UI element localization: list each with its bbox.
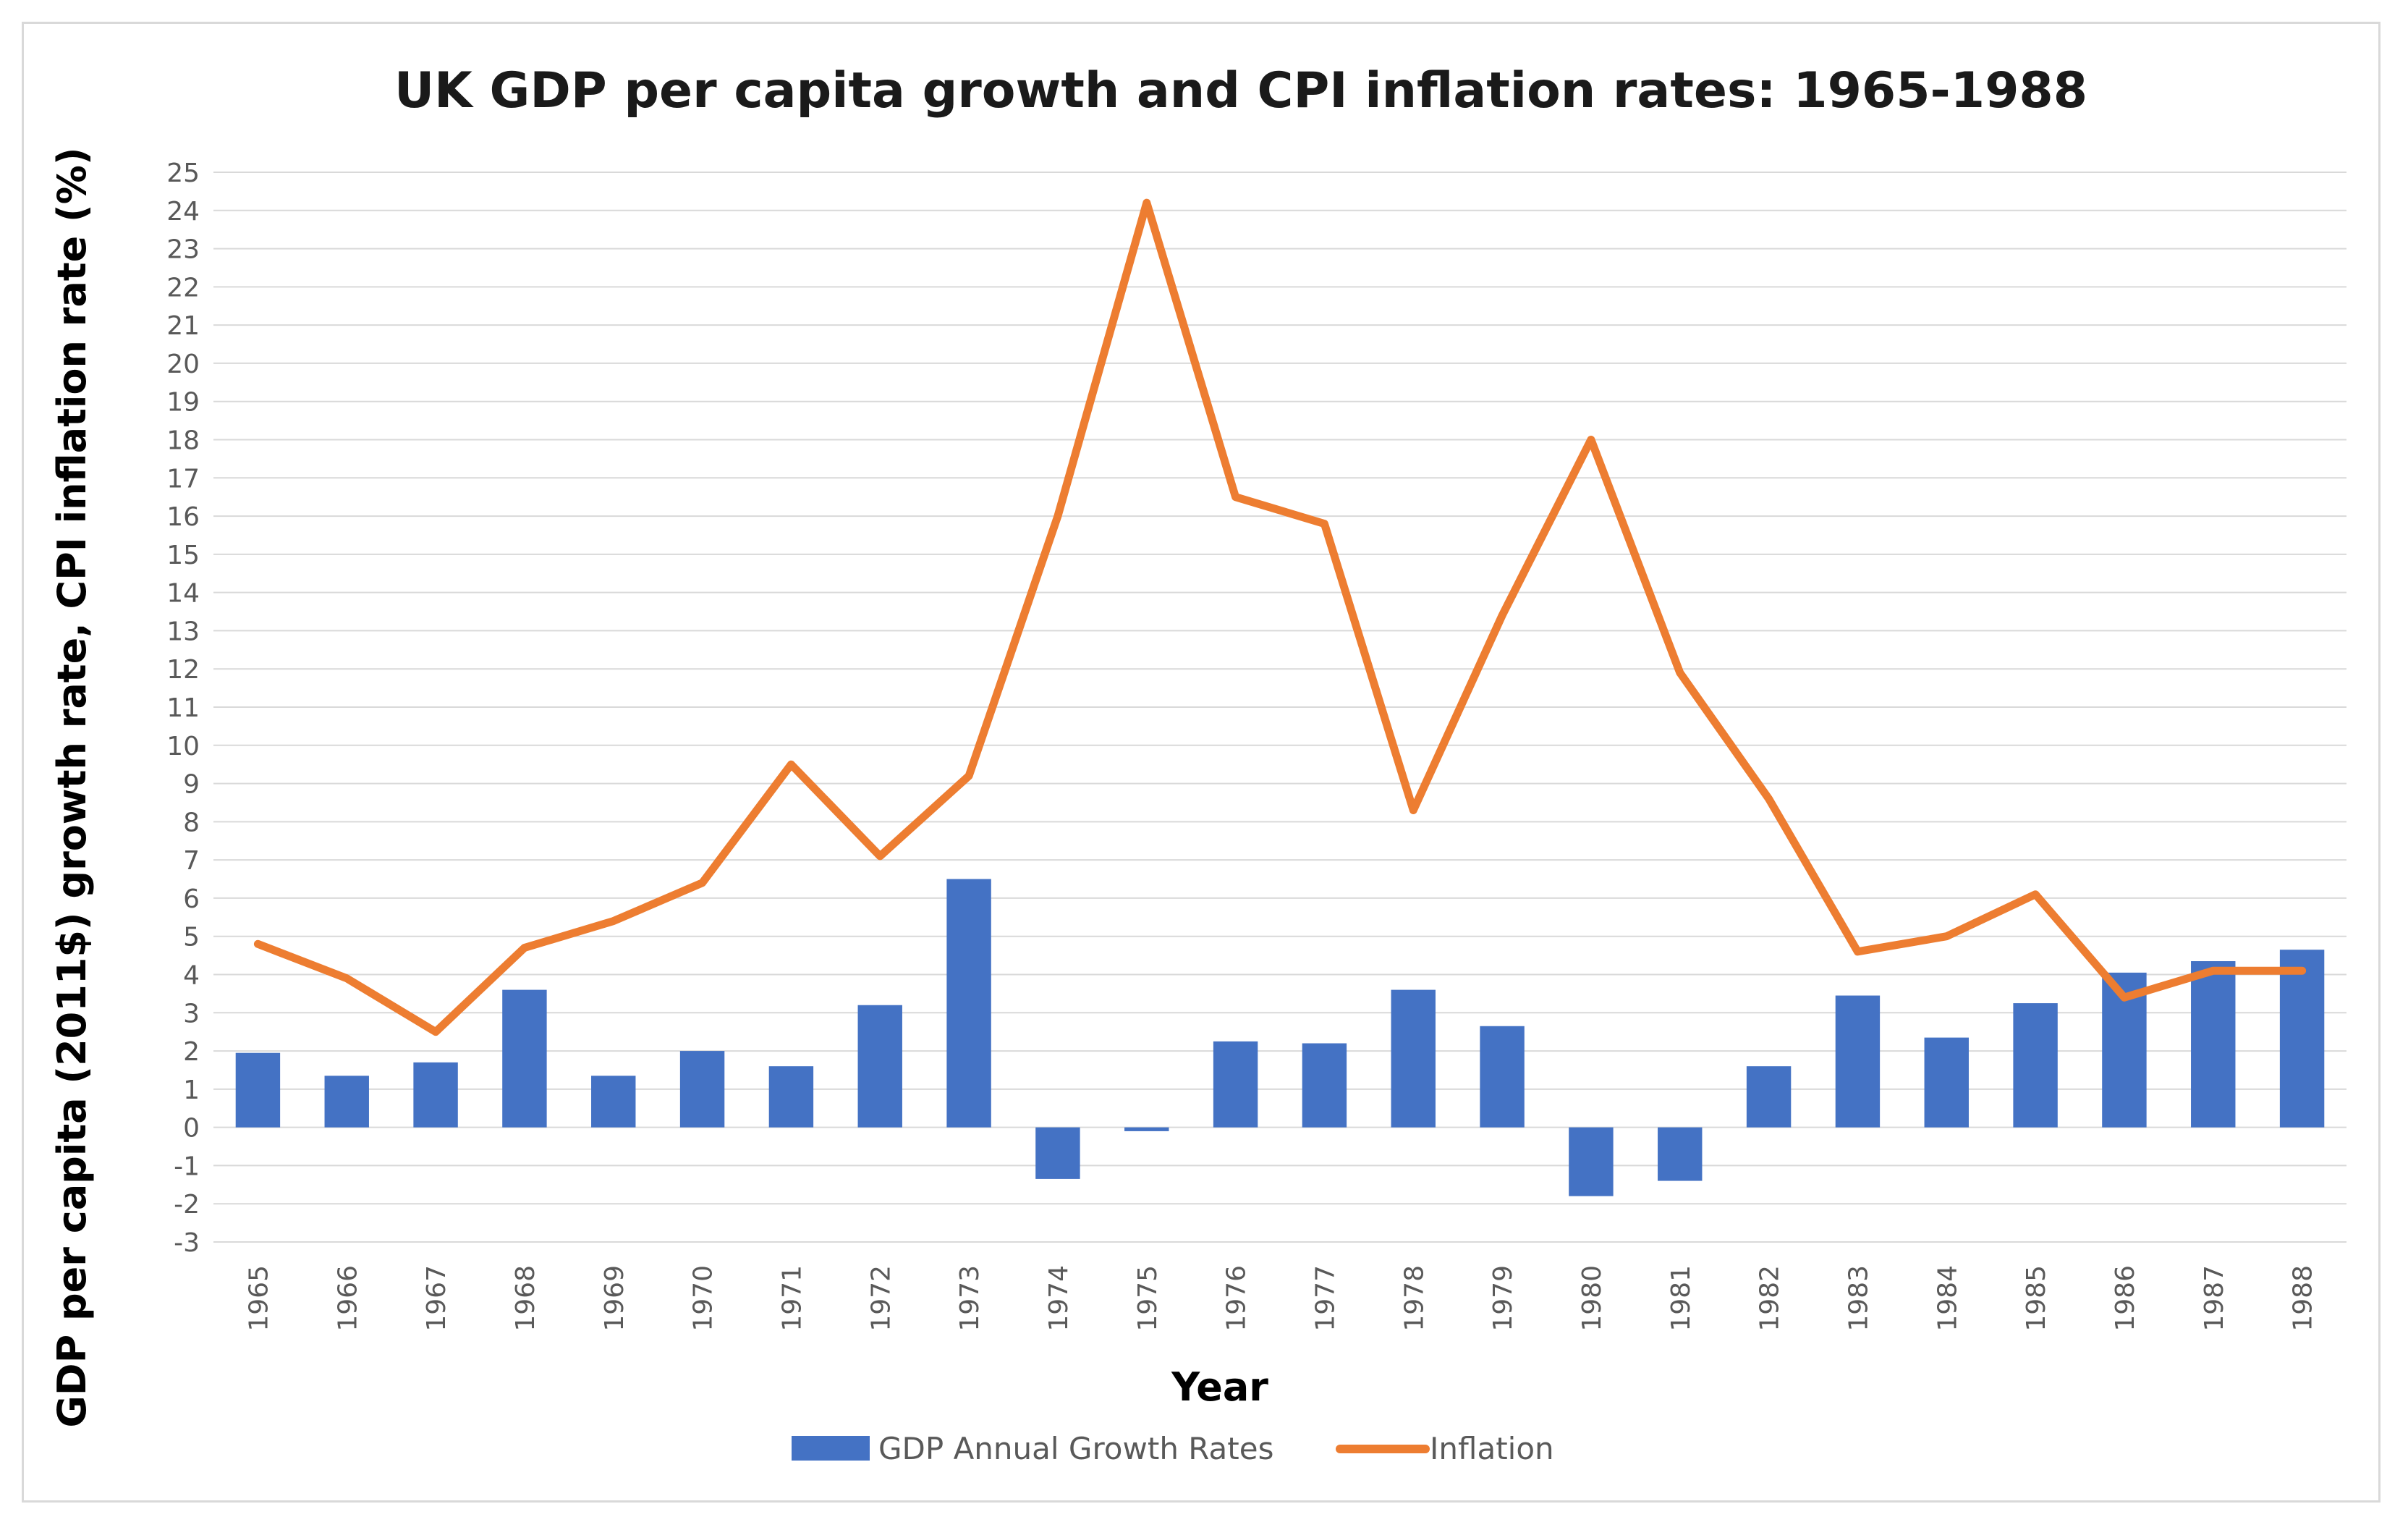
gdp-bar-1972 [857,1005,902,1128]
x-tick-label-1977: 1977 [1310,1265,1340,1332]
gdp-bar-1987 [2191,961,2236,1128]
y-tick-label: 17 [166,464,200,494]
y-tick-label: -2 [174,1190,200,1220]
x-tick-labels: 1965 1966 1967 1968 1969 1970 1971 1972 1973 1974… [244,1265,2318,1332]
y-tick-label: 7 [183,846,200,876]
x-tick-label-1982: 1982 [1755,1265,1785,1332]
y-tick-label: 3 [183,999,200,1028]
gdp-bar-1980 [1569,1127,1614,1196]
x-tick-label-1981: 1981 [1666,1265,1696,1332]
gdp-bar-1965 [235,1052,281,1128]
legend: GDP Annual Growth Rates Inflation [792,1431,1554,1466]
y-tick-label: 25 [166,159,200,188]
x-tick-label-1974: 1974 [1044,1265,1074,1332]
y-tick-label: 4 [183,961,200,991]
gdp-bar-1971 [768,1066,814,1128]
gdp-bar-1967 [413,1062,458,1128]
chart-frame [22,22,2381,1503]
gdp-bar-1982 [1746,1066,1792,1128]
x-tick-label-1966: 1966 [333,1265,363,1332]
x-tick-label-1971: 1971 [777,1265,807,1332]
gdp-bar-1981 [1658,1127,1703,1181]
gdp-bar-1966 [324,1076,369,1128]
x-tick-label-1978: 1978 [1399,1265,1429,1332]
gdp-bar-1984 [1924,1037,1969,1128]
x-tick-label-1975: 1975 [1133,1265,1163,1332]
x-tick-label-1983: 1983 [1844,1265,1873,1332]
y-tick-label: 11 [166,693,200,723]
legend-swatch-gdp [792,1436,870,1461]
y-tick-label: 14 [166,579,200,609]
x-tick-label-1988: 1988 [2289,1265,2318,1332]
gdp-bar-1978 [1391,989,1436,1128]
gdp-bar-1988 [2279,950,2325,1128]
x-axis-title: Year [1171,1364,1268,1410]
y-tick-labels: -3-2-10123456789101112131415161718192021… [166,159,200,1258]
y-tick-label: 21 [166,311,200,341]
y-tick-label: -3 [174,1228,200,1258]
inflation-line [253,198,2307,1036]
x-tick-label-1972: 1972 [866,1265,896,1332]
x-tick-label-1973: 1973 [955,1265,985,1332]
gdp-bar-1985 [2013,1003,2058,1128]
y-tick-label: 2 [183,1037,200,1067]
y-tick-label: 15 [166,541,200,570]
gdp-bar-1970 [679,1051,725,1128]
y-tick-label: 5 [183,923,200,952]
y-tick-label: 23 [166,235,200,265]
y-tick-label: 6 [183,884,200,914]
x-tick-label-1984: 1984 [1933,1265,1962,1332]
y-axis-title: GDP per capita (2011$) growth rate, CPI … [49,147,95,1427]
gdp-bar-1983 [1835,995,1881,1128]
legend-label-gdp: GDP Annual Growth Rates [878,1431,1273,1466]
gdp-bar-1979 [1480,1026,1525,1128]
x-tick-label-1976: 1976 [1222,1265,1252,1332]
x-tick-label-1965: 1965 [244,1265,274,1332]
gdp-bar-1969 [591,1076,636,1128]
y-tick-label: -1 [174,1152,200,1181]
y-tick-label: 19 [166,388,200,418]
legend-label-inflation: Inflation [1430,1431,1554,1466]
y-tick-label: 16 [166,502,200,532]
gdp-bar-1975 [1124,1127,1169,1131]
gdp-bar-1976 [1213,1041,1258,1128]
x-tick-label-1969: 1969 [600,1265,629,1332]
y-tick-label: 18 [166,426,200,456]
y-tick-label: 0 [183,1114,200,1144]
y-tick-label: 8 [183,808,200,837]
y-tick-label: 1 [183,1076,200,1105]
chart-title: UK GDP per capita growth and CPI inflati… [394,62,2087,119]
y-tick-label: 9 [183,770,200,800]
x-tick-label-1985: 1985 [2022,1265,2051,1332]
y-tick-label: 10 [166,732,200,761]
y-tick-label: 24 [166,197,200,227]
x-tick-label-1980: 1980 [1577,1265,1607,1332]
gdp-bars [235,879,2325,1196]
gdp-bar-1977 [1302,1043,1347,1128]
x-tick-label-1986: 1986 [2111,1265,2140,1332]
y-tick-label: 12 [166,655,200,685]
inflation-line-group [253,198,2307,1036]
x-tick-label-1987: 1987 [2200,1265,2229,1332]
gdp-bar-1973 [946,879,991,1128]
y-tick-label: 13 [166,617,200,646]
y-tick-label: 20 [166,350,200,379]
x-tick-label-1970: 1970 [689,1265,718,1332]
x-tick-label-1979: 1979 [1488,1265,1518,1332]
gdp-bar-1974 [1035,1127,1080,1179]
x-tick-label-1967: 1967 [422,1265,452,1332]
gdp-bar-1968 [502,989,547,1128]
y-tick-label: 22 [166,273,200,303]
x-tick-label-1968: 1968 [511,1265,540,1332]
